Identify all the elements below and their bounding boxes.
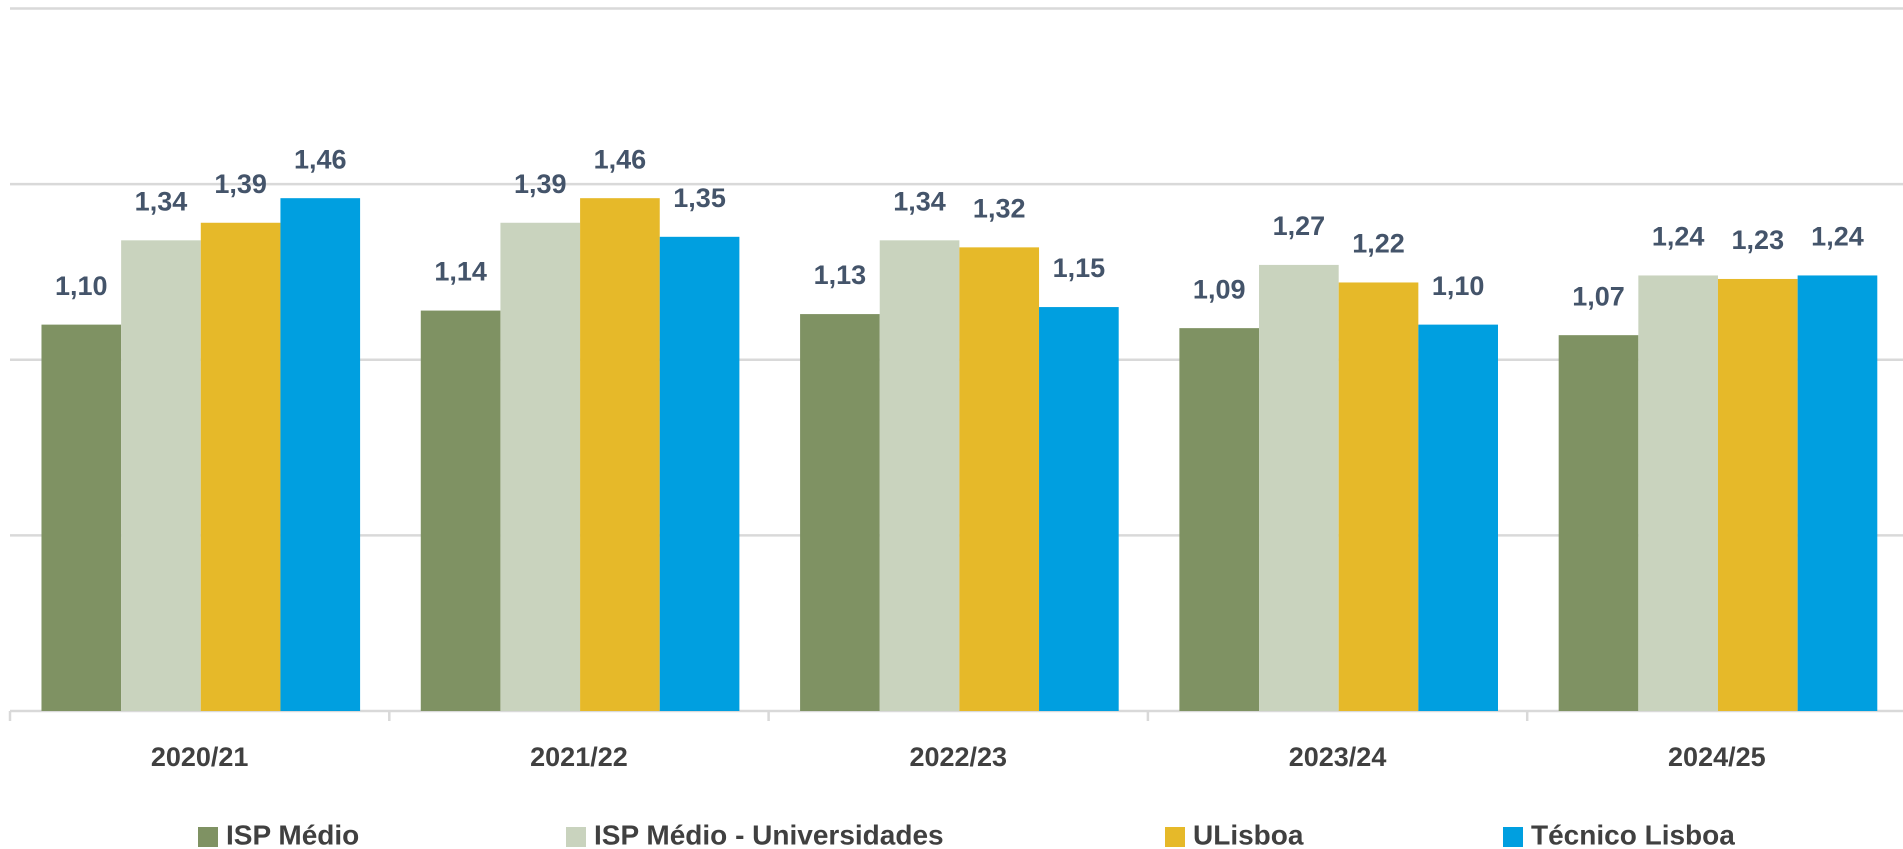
value-label: 1,09 xyxy=(1193,274,1246,304)
legend-swatch xyxy=(566,827,586,847)
bar xyxy=(1179,328,1260,711)
legend-swatch xyxy=(1503,827,1523,847)
bar xyxy=(879,240,960,711)
legend-label: Técnico Lisboa xyxy=(1531,819,1735,849)
legend-swatch xyxy=(1165,827,1185,847)
value-label: 1,23 xyxy=(1732,225,1785,255)
legend-label: ISP Médio - Universidades xyxy=(594,819,944,849)
value-label: 1,13 xyxy=(814,260,867,290)
bar xyxy=(800,314,880,711)
bar xyxy=(580,198,660,712)
value-label: 1,07 xyxy=(1572,281,1625,311)
legend-label: ISP Médio xyxy=(226,819,359,849)
value-label: 1,46 xyxy=(594,144,647,174)
bar xyxy=(1717,278,1798,711)
x-tick-label: 2021/22 xyxy=(530,742,628,772)
bar xyxy=(659,236,740,711)
bar xyxy=(1418,324,1498,711)
value-label: 1,34 xyxy=(135,186,188,216)
legend-label: ULisboa xyxy=(1193,819,1304,849)
value-label: 1,34 xyxy=(893,186,946,216)
value-label: 1,24 xyxy=(1811,222,1864,252)
x-tick-label: 2023/24 xyxy=(1289,742,1387,772)
x-tick-label: 2022/23 xyxy=(909,742,1007,772)
bar xyxy=(280,198,361,712)
value-label: 1,22 xyxy=(1352,229,1405,259)
value-label: 1,15 xyxy=(1053,253,1106,283)
bar xyxy=(1558,335,1639,711)
bar xyxy=(41,324,122,711)
value-label: 1,24 xyxy=(1652,222,1705,252)
bar xyxy=(1638,275,1718,711)
bar xyxy=(1039,307,1119,711)
bar xyxy=(121,240,201,711)
bar xyxy=(1338,282,1419,711)
x-tick-label: 2024/25 xyxy=(1668,742,1766,772)
x-tick-label: 2020/21 xyxy=(151,742,249,772)
value-label: 1,27 xyxy=(1273,211,1326,241)
value-label: 1,39 xyxy=(214,169,267,199)
legend-swatch xyxy=(198,827,218,847)
value-label: 1,46 xyxy=(294,144,347,174)
bar xyxy=(1259,264,1339,711)
value-label: 1,35 xyxy=(673,183,726,213)
value-label: 1,14 xyxy=(434,257,487,287)
value-label: 1,10 xyxy=(55,271,108,301)
bar xyxy=(500,222,581,711)
bar xyxy=(1797,275,1878,711)
value-label: 1,39 xyxy=(514,169,567,199)
value-label: 1,10 xyxy=(1432,271,1485,301)
value-label: 1,32 xyxy=(973,193,1026,223)
bar xyxy=(959,247,1040,711)
bar xyxy=(200,222,281,711)
bar xyxy=(420,310,501,711)
